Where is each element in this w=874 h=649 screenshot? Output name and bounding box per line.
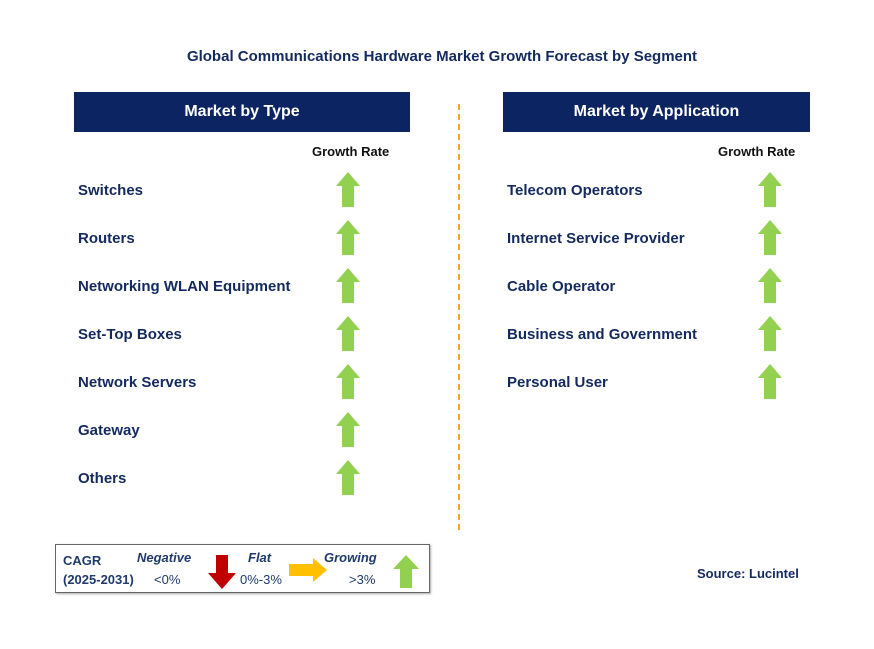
page-title: Global Communications Hardware Market Gr… <box>186 48 698 65</box>
right-item-label: Personal User <box>507 374 608 391</box>
growing-arrow-icon <box>336 412 360 447</box>
growing-arrow-icon <box>336 220 360 255</box>
growing-arrow-icon <box>758 316 782 351</box>
growing-arrow-icon <box>758 364 782 399</box>
left-item-label: Gateway <box>78 422 140 439</box>
down-arrow-icon <box>208 555 236 589</box>
growing-arrow-icon <box>336 364 360 399</box>
type-header: Market by Type <box>74 92 410 132</box>
growing-arrow-icon <box>336 316 360 351</box>
growing-arrow-icon <box>758 268 782 303</box>
legend-cagr: CAGR <box>63 553 102 568</box>
legend-growing-range: >3% <box>349 572 376 587</box>
growing-arrow-icon <box>336 172 360 207</box>
application-header: Market by Application <box>503 92 810 132</box>
right-item-label: Internet Service Provider <box>507 230 685 247</box>
type-growth-rate-label: Growth Rate <box>312 144 390 159</box>
legend-flat-range: 0%-3% <box>240 572 282 587</box>
left-item-label: Set-Top Boxes <box>78 326 182 343</box>
source: Source: Lucintel <box>697 566 799 581</box>
growing-arrow-icon <box>336 460 360 495</box>
legend-flat: Flat <box>248 550 272 565</box>
right-arrow-icon <box>289 558 327 582</box>
growing-arrow-icon <box>758 220 782 255</box>
left-item-label: Network Servers <box>78 374 197 391</box>
growing-arrow-icon <box>336 268 360 303</box>
growing-arrow-icon <box>758 172 782 207</box>
left-item-label: Networking WLAN Equipment <box>78 278 291 295</box>
legend-negative-range: <0% <box>154 572 181 587</box>
legend-negative: Negative <box>137 550 192 565</box>
left-item-label: Switches <box>78 182 144 199</box>
legend-period: (2025-2031) <box>63 572 134 587</box>
right-item-label: Business and Government <box>507 326 698 343</box>
divider <box>458 104 460 530</box>
left-item-label: Others <box>78 470 127 487</box>
up-arrow-icon <box>393 555 419 588</box>
application-growth-rate-label: Growth Rate <box>718 144 796 159</box>
legend-growing: Growing <box>324 550 377 565</box>
right-item-label: Telecom Operators <box>507 182 643 199</box>
left-item-label: Routers <box>78 230 135 247</box>
right-item-label: Cable Operator <box>507 278 616 295</box>
legend: CAGR (2025-2031) Negative <0% Flat 0%-3%… <box>55 544 430 593</box>
